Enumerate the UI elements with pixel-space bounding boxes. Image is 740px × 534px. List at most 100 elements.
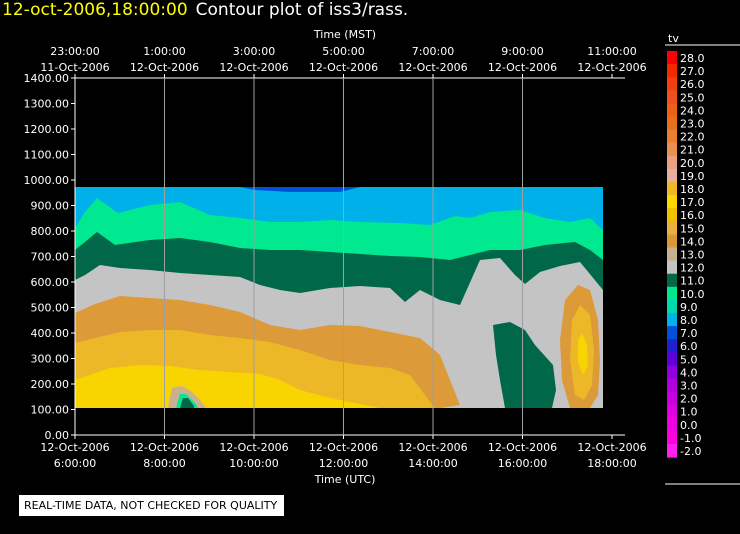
colorbar-level-label: 23.0	[680, 118, 705, 131]
colorbar-swatch	[667, 90, 677, 104]
y-tick-label: 100.00	[31, 404, 70, 417]
bottom-x-axis-ticks: 12-Oct-2006 6:00:00 12-Oct-2006 8:00:00 12-O…	[40, 435, 647, 470]
bottom-tick-time: 14:00:00	[408, 457, 457, 470]
y-tick-label: 300.00	[31, 353, 70, 366]
bottom-tick-date: 12-Oct-2006	[488, 441, 557, 454]
top-tick-time: 23:00:00	[50, 45, 99, 58]
y-tick-label: 800.00	[31, 225, 70, 238]
colorbar-swatch	[667, 365, 677, 379]
colorbar-level-label: 13.0	[680, 249, 705, 262]
top-tick-date: 12-Oct-2006	[577, 61, 646, 74]
colorbar-swatch	[667, 182, 677, 196]
colorbar-level-label: 4.0	[680, 366, 698, 379]
top-tick-date: 11-Oct-2006	[40, 61, 109, 74]
chart-title: 12-oct-2006,18:00:00 Contour plot of iss3…	[2, 0, 408, 20]
colorbar-swatch	[667, 155, 677, 170]
colorbar-swatch	[667, 103, 677, 117]
colorbar-level-label: 0.0	[680, 419, 698, 432]
y-tick-label: 1300.00	[24, 98, 70, 111]
colorbar-swatch	[667, 195, 677, 209]
y-tick-label: 600.00	[31, 276, 70, 289]
colorbar-swatch	[667, 378, 677, 393]
colorbar-swatch	[667, 273, 677, 288]
top-tick-time: 5:00:00	[322, 45, 364, 58]
top-tick-date: 12-Oct-2006	[309, 61, 378, 74]
colorbar-swatch	[667, 51, 677, 65]
contour-band-16-17	[75, 365, 380, 408]
colorbar-swatch	[667, 142, 677, 157]
bottom-tick-time: 18:00:00	[587, 457, 636, 470]
top-tick-time: 1:00:00	[143, 45, 185, 58]
colorbar-level-label: 27.0	[680, 65, 705, 78]
colorbar-level-label: 10.0	[680, 288, 705, 301]
colorbar-level-label: 7.0	[680, 327, 698, 340]
y-tick-label: 1100.00	[24, 149, 70, 162]
colorbar-swatch	[667, 286, 677, 301]
colorbar-swatch	[667, 326, 677, 340]
top-tick-time: 7:00:00	[412, 45, 454, 58]
colorbar-level-label: 17.0	[680, 196, 705, 209]
contour-warm-pocket-core	[578, 333, 588, 375]
colorbar-level-label: 11.0	[680, 275, 705, 288]
vertical-grid	[164, 78, 523, 435]
contour-fill	[75, 187, 603, 408]
bottom-tick-time: 12:00:00	[319, 457, 368, 470]
colorbar-level-label: 18.0	[680, 183, 705, 196]
y-tick-label: 200.00	[31, 378, 70, 391]
bottom-tick-date: 12-Oct-2006	[398, 441, 467, 454]
top-axis-label: Time (MST)	[313, 28, 376, 41]
colorbar-swatch	[667, 77, 677, 91]
colorbar-swatch	[667, 234, 677, 248]
colorbar-level-label: 21.0	[680, 144, 705, 157]
top-tick-time: 9:00:00	[501, 45, 543, 58]
colorbar-swatch	[667, 168, 677, 183]
y-tick-label: 0.00	[45, 429, 70, 442]
bottom-tick-date: 12-Oct-2006	[219, 441, 288, 454]
bottom-tick-time: 10:00:00	[229, 457, 278, 470]
colorbar-swatch	[667, 299, 677, 314]
colorbar-level-label: 24.0	[680, 104, 705, 117]
colorbar-level-label: 9.0	[680, 301, 698, 314]
qc-notice: REAL-TIME DATA, NOT CHECKED FOR QUALITY	[19, 495, 285, 516]
colorbar-swatch	[667, 417, 677, 432]
colorbar-swatch	[667, 221, 677, 235]
colorbar-swatch	[667, 313, 677, 327]
y-tick-label: 1400.00	[24, 72, 70, 85]
colorbar-level-label: -2.0	[680, 445, 701, 458]
bottom-tick-time: 8:00:00	[143, 457, 185, 470]
bottom-tick-date: 12-Oct-2006	[40, 441, 109, 454]
colorbar-level-label: 5.0	[680, 353, 698, 366]
colorbar-swatch	[667, 129, 677, 144]
colorbar-level-label: 12.0	[680, 262, 705, 275]
bottom-tick-date: 12-Oct-2006	[309, 441, 378, 454]
colorbar-level-label: 6.0	[680, 340, 698, 353]
colorbar-swatch	[667, 352, 677, 366]
top-tick-date: 12-Oct-2006	[219, 61, 288, 74]
colorbar-level-label: 15.0	[680, 222, 705, 235]
colorbar-swatch	[667, 208, 677, 222]
contour-band-8-9	[240, 187, 360, 192]
colorbar-level-label: 19.0	[680, 170, 705, 183]
top-tick-time: 3:00:00	[233, 45, 275, 58]
y-axis-ticks: 1400.00 1300.00 1200.00 1100.00 1000.00 900.0…	[24, 72, 75, 442]
colorbar-level-label: 2.0	[680, 393, 698, 406]
top-tick-date: 12-Oct-2006	[130, 61, 199, 74]
colorbar-level-label: 22.0	[680, 131, 705, 144]
colorbar-level-label: 20.0	[680, 157, 705, 170]
colorbar-level-label: 1.0	[680, 406, 698, 419]
colorbar-level-label: 26.0	[680, 78, 705, 91]
contour-pocket-cold-core	[180, 398, 194, 408]
top-tick-date: 12-Oct-2006	[398, 61, 467, 74]
colorbar: 28.027.026.025.024.023.022.021.020.019.0…	[667, 51, 705, 458]
contour-band-11-12-pocket	[493, 322, 556, 408]
colorbar-level-label: 8.0	[680, 314, 698, 327]
colorbar-swatch	[667, 260, 677, 275]
colorbar-label: tv	[668, 32, 679, 45]
colorbar-swatch	[667, 391, 677, 406]
colorbar-swatch	[667, 64, 677, 78]
y-tick-label: 500.00	[31, 302, 70, 315]
colorbar-swatch	[667, 116, 677, 131]
colorbar-swatch	[667, 444, 677, 458]
colorbar-level-label: 14.0	[680, 235, 705, 248]
bottom-tick-date: 12-Oct-2006	[577, 441, 646, 454]
